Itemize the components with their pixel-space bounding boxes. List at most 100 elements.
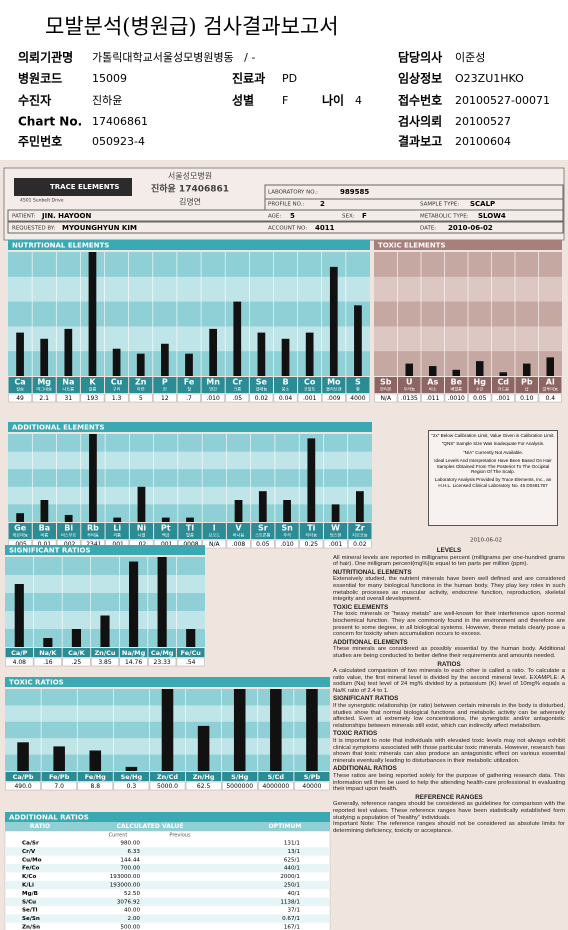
table-current: 193000.00 (110, 883, 141, 889)
label-cell (149, 772, 186, 781)
column-value: .2341 (84, 541, 101, 548)
plot-band (8, 469, 372, 487)
column-sublabel: 우라늄 (403, 386, 415, 393)
field-value: SCALP (470, 200, 495, 208)
table-subheader: Previous (169, 833, 191, 839)
column-value: .001 (111, 541, 125, 548)
table-header-text: CALCULATED VALUE (117, 823, 184, 830)
bar (233, 689, 246, 771)
table-stripe (6, 897, 329, 906)
column-value: .010 (206, 395, 220, 402)
page-title: 모발분석(병원급) 검사결과보고서 (45, 15, 339, 39)
table-optimum: 440/1 (284, 866, 301, 872)
info-label: 의뢰기관명 (18, 50, 73, 65)
note-heading: TOXIC ELEMENTS (333, 603, 389, 611)
column-value: .7 (186, 395, 192, 402)
bar (161, 517, 170, 522)
label-cell (186, 772, 222, 781)
info-value: 진하윤 (92, 93, 122, 107)
column-label: Cu (111, 378, 123, 387)
value-cell (322, 393, 346, 403)
note-heading: ADDITIONAL RATIOS (333, 765, 397, 773)
note-text: If the synergistic relationship (or rati… (333, 703, 565, 729)
bar (43, 638, 53, 647)
column-value: 0.05 (256, 541, 270, 548)
field-value: F (362, 212, 367, 220)
column-label: Zn (135, 378, 147, 387)
info-label: Chart No. (18, 115, 82, 129)
field-label: PATIENT: (12, 214, 36, 220)
bar (40, 338, 49, 376)
column-label: Al (546, 378, 555, 387)
column-label: Sb (380, 378, 392, 387)
label-cell (62, 648, 91, 657)
field-label: SEX: (342, 214, 355, 220)
value-cell (258, 781, 294, 791)
value-cell (275, 539, 299, 549)
value-cell (221, 781, 258, 791)
note-text: These minerals are considered as possibl… (333, 646, 565, 659)
column-sublabel: 망간 (209, 386, 217, 392)
note-text: It is important to note that individuals… (333, 738, 565, 764)
column-label: B (282, 378, 288, 387)
column-value: 12 (161, 395, 169, 402)
table-optimum: 40/1 (287, 891, 300, 897)
plot-band (8, 434, 372, 452)
column-value: .008 (232, 541, 246, 548)
column-sublabel: 마그네슘 (36, 386, 52, 393)
bar (257, 332, 266, 376)
column-value: 193 (87, 395, 99, 402)
bar (428, 366, 437, 376)
column-label: W (331, 524, 340, 533)
bar (209, 328, 217, 376)
label-cell (77, 772, 113, 781)
table-current: 500.00 (120, 925, 140, 930)
bar (137, 486, 146, 522)
bar (307, 438, 316, 522)
note-text: Extensively studied, the nutrient minera… (333, 576, 565, 603)
bar (475, 361, 484, 376)
info-value: 4 (355, 94, 362, 107)
panel-title-bar (5, 545, 205, 555)
value-cell (374, 393, 398, 403)
label-cell (119, 648, 148, 657)
column-value: 0.4 (545, 395, 555, 402)
column-label: Fe/Hg (85, 773, 106, 781)
table-ratio: Se/Sn (22, 916, 40, 922)
table-ratio: Ca/Sr (22, 841, 39, 847)
column-label: Fe/Cu (181, 649, 202, 657)
field-label: PROFILE NO.: (268, 202, 305, 208)
label-cell (515, 377, 538, 393)
bar (17, 742, 29, 771)
column-label: Zn/Hg (193, 773, 215, 781)
column-sublabel: 루비듐 (87, 532, 99, 539)
info-label: 주민번호 (18, 134, 62, 149)
info-value: 가톨릭대학교서울성모병원병동 / - (92, 51, 255, 64)
value-cell (491, 393, 515, 403)
table-optimum: 37/1 (287, 908, 300, 914)
column-label: Ca/Mg (151, 649, 174, 657)
column-value: 0.04 (279, 395, 293, 402)
note-heading: LEVELS (436, 547, 462, 554)
column-sublabel: 칼륨 (89, 386, 97, 392)
bar (113, 517, 122, 522)
field-value: 4011 (315, 224, 335, 232)
value-cell (346, 393, 370, 403)
value-cell (153, 393, 177, 403)
column-value: 49 (16, 395, 24, 402)
value-cell (225, 393, 250, 403)
column-sublabel: 탈륨 (186, 532, 194, 538)
table-ratio: K/Li (22, 883, 34, 889)
panel-title-bar (374, 240, 562, 250)
stamp-text: 김명연 (179, 197, 201, 207)
column-value: 0.01 (38, 541, 52, 548)
column-label: Fe/Pb (49, 773, 70, 781)
table-ratio: Cr/V (22, 849, 36, 855)
bar (16, 332, 24, 376)
label-cell (81, 523, 105, 539)
label-cell (492, 377, 515, 393)
column-sublabel: 알루미늄 (543, 386, 559, 393)
column-value: 0.02 (255, 395, 269, 402)
label-cell (251, 523, 275, 539)
info-value: 15009 (92, 72, 127, 85)
